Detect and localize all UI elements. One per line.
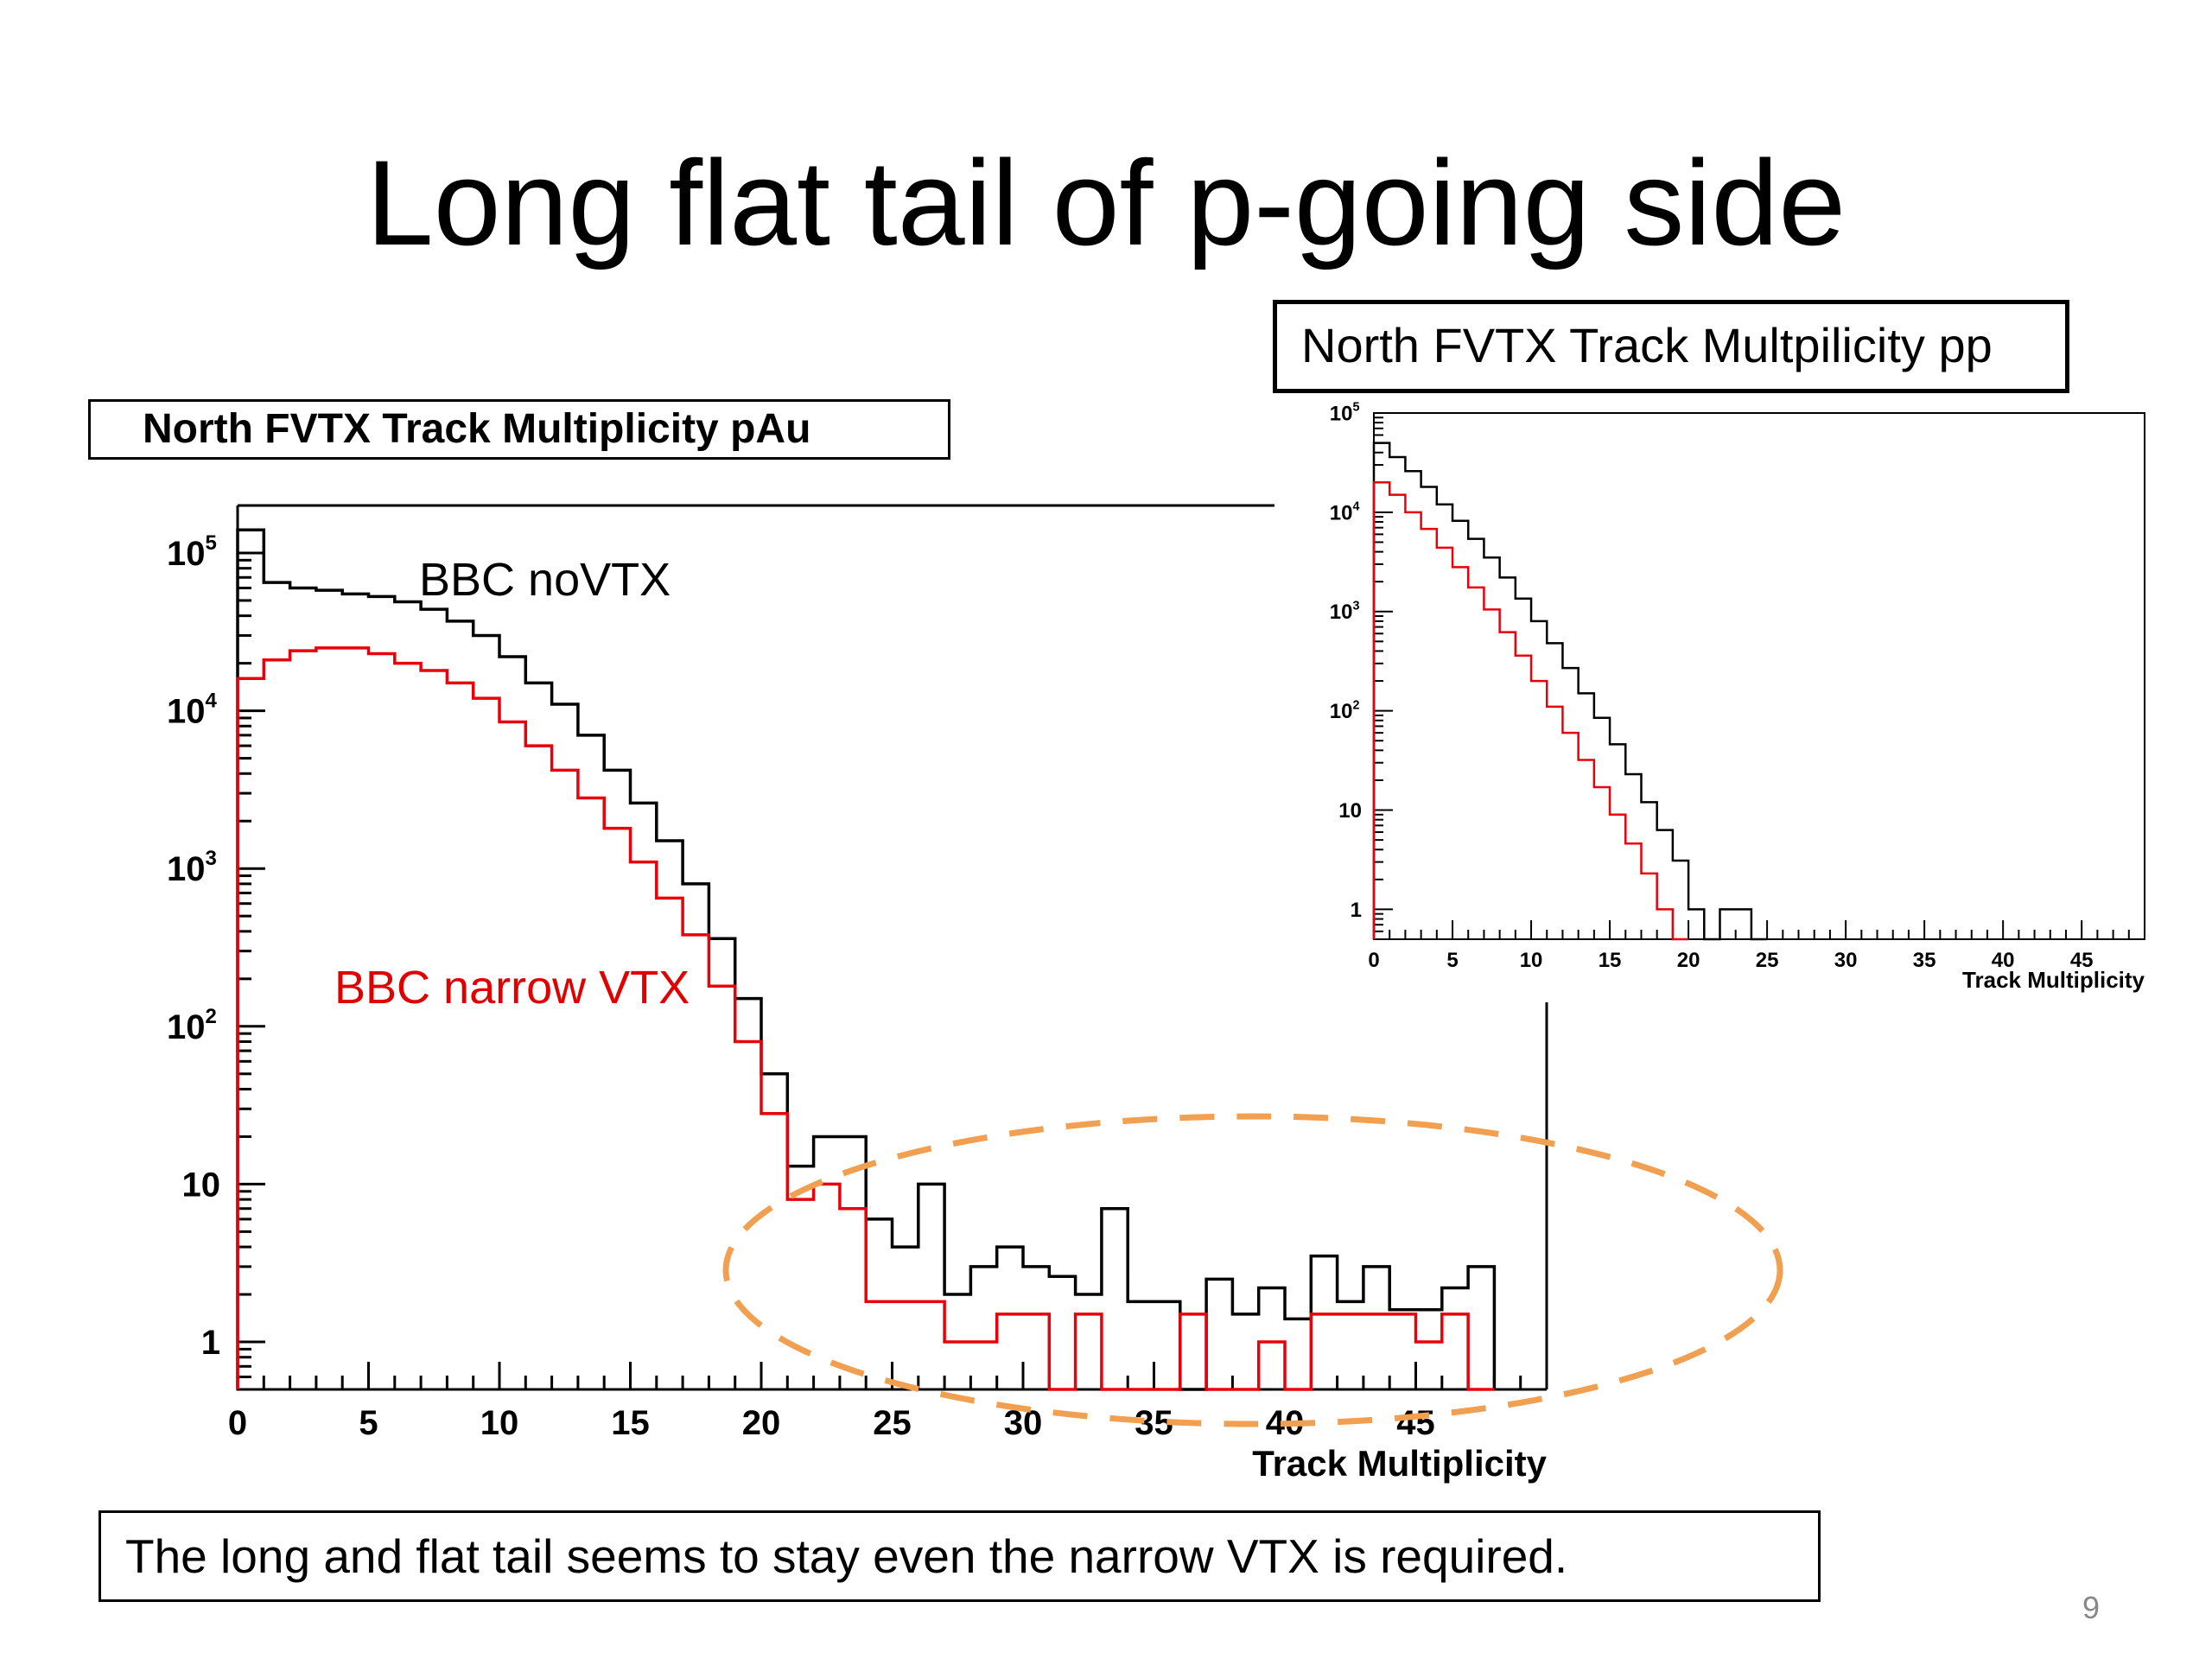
series-label-bbc-novtx: BBC noVTX — [419, 554, 671, 606]
y-tick-label: 1 — [1351, 899, 1362, 922]
x-tick-label: 15 — [611, 1404, 650, 1442]
slide-title: Long flat tail of p-going side — [365, 135, 1847, 270]
main-chart-title: North FVTX Track Multiplicity pAu — [88, 399, 950, 460]
series-black-histogram — [236, 528, 1497, 1391]
series-label-bbc-narrow-vtx: BBC narrow VTX — [334, 962, 690, 1014]
y-tick-label: 102 — [1330, 698, 1360, 723]
caption-box: The long and flat tail seems to stay eve… — [99, 1510, 1821, 1602]
x-axis-title: Track Multiplicity — [1962, 967, 2145, 993]
x-tick-label: 25 — [873, 1404, 912, 1442]
inset-chart-title: North FVTX Track Multpilicity pp — [1273, 300, 2069, 393]
x-tick-label: 20 — [742, 1404, 781, 1442]
x-tick-label: 15 — [1599, 949, 1622, 972]
y-tick-label: 105 — [167, 531, 217, 573]
x-tick-label: 5 — [1446, 949, 1458, 972]
x-axis-title: Track Multiplicity — [1252, 1443, 1547, 1484]
y-tick-label: 10 — [1338, 799, 1362, 823]
series-red-histogram — [1372, 481, 1689, 941]
x-tick-label: 45 — [1396, 1404, 1435, 1442]
y-tick-label: 103 — [167, 847, 217, 888]
y-tick-label: 104 — [167, 690, 218, 731]
y-tick-label: 105 — [1330, 401, 1360, 426]
x-tick-label: 20 — [1677, 949, 1700, 972]
x-tick-label: 40 — [1992, 949, 2015, 972]
x-tick-label: 10 — [1520, 949, 1543, 972]
y-tick-label: 104 — [1330, 499, 1360, 524]
series-black-histogram — [1372, 442, 1768, 941]
y-tick-label: 102 — [167, 1005, 217, 1046]
x-tick-label: 0 — [1368, 949, 1379, 972]
y-tick-label: 10 — [182, 1166, 221, 1204]
page-number: 9 — [2082, 1590, 2101, 1625]
x-tick-label: 45 — [2070, 949, 2094, 972]
x-tick-label: 10 — [480, 1404, 519, 1442]
x-tick-label: 35 — [1913, 949, 1936, 972]
x-tick-label: 30 — [1834, 949, 1858, 972]
inset-chart: 0 5 10 15 20 25 30 35 40 45 1 10 102 103 104 105 Track M… — [1330, 401, 2145, 993]
series-red-histogram — [236, 646, 1495, 1391]
y-tick-label: 1 — [201, 1324, 220, 1362]
x-tick-label: 0 — [228, 1404, 247, 1442]
plot-frame — [1373, 412, 2145, 940]
plot-frame — [236, 505, 1547, 1391]
x-tick-label: 25 — [1756, 949, 1779, 972]
tail-highlight-ellipse — [722, 1113, 1783, 1427]
x-tick-label: 5 — [359, 1404, 378, 1442]
y-tick-label: 103 — [1330, 599, 1360, 624]
